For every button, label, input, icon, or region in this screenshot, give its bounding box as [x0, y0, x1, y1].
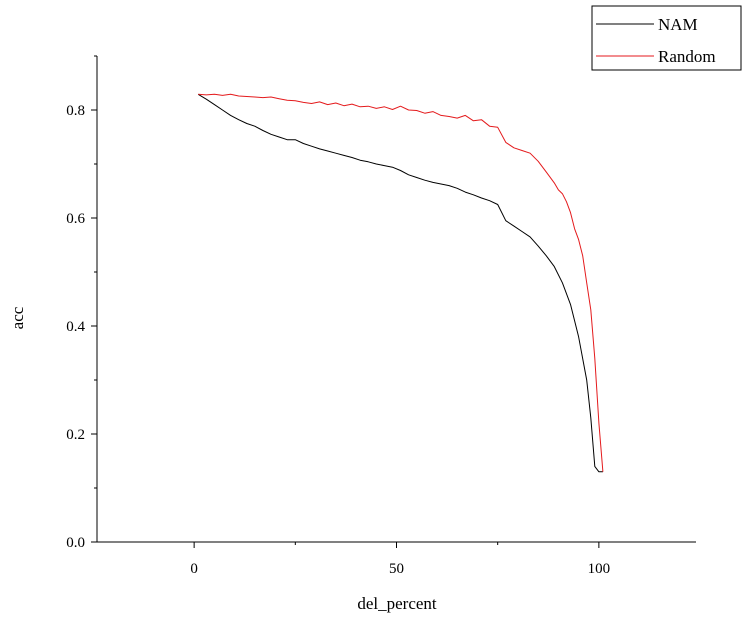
y-tick-label: 0.6	[66, 211, 85, 227]
x-tick-label: 0	[190, 561, 198, 577]
legend-label-random: Random	[658, 47, 716, 66]
y-axis-title: acc	[8, 306, 27, 329]
legend: NAM Random	[592, 6, 741, 70]
series-line-nam	[198, 94, 603, 472]
x-tick-label: 100	[588, 561, 611, 577]
legend-label-nam: NAM	[658, 15, 698, 34]
y-tick-label: 0.8	[66, 103, 85, 119]
series-line-random	[198, 94, 603, 472]
y-tick-label: 0.0	[66, 535, 85, 551]
x-tick-label: 50	[389, 561, 404, 577]
axes: 0.0 0.2 0.4 0.6 0.8 0 50 100	[66, 56, 696, 577]
plot-area	[198, 94, 603, 472]
x-axis-title: del_percent	[357, 594, 437, 613]
y-tick-label: 0.2	[66, 427, 85, 443]
y-tick-label: 0.4	[66, 319, 85, 335]
